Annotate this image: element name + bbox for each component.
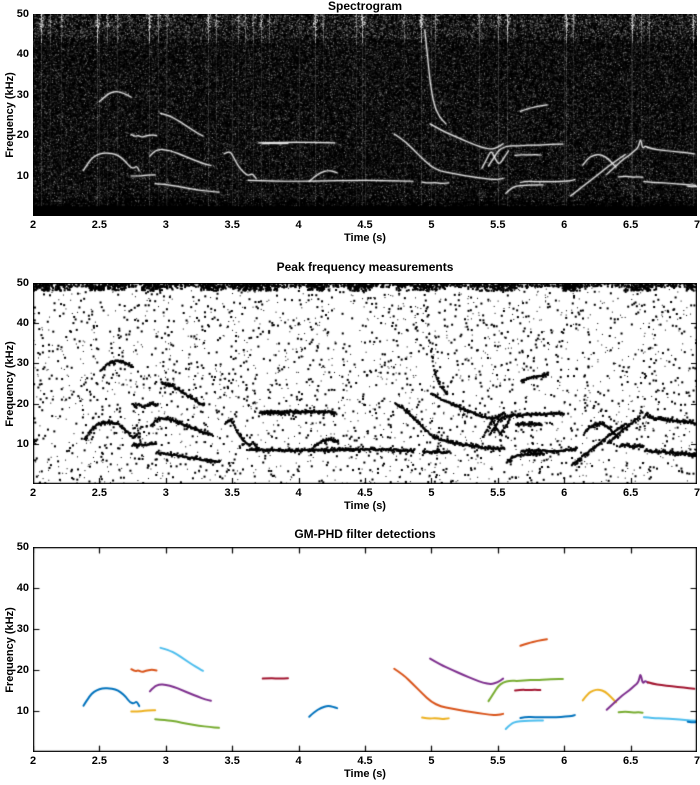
x-tick-label: 4 bbox=[295, 487, 302, 499]
y-tick-label: 30 bbox=[16, 357, 29, 370]
x-tick-label: 5.5 bbox=[490, 219, 506, 231]
y-tick-label: 50 bbox=[16, 277, 29, 289]
panel2-ylabel: Frequency (kHz) bbox=[4, 340, 16, 427]
x-tick-label: 6 bbox=[561, 487, 568, 499]
x-tick-label: 5 bbox=[428, 219, 435, 231]
x-tick-label: 3.5 bbox=[224, 219, 240, 231]
panel3-title: GM-PHD filter detections bbox=[294, 527, 436, 541]
x-tick-label: 2.5 bbox=[91, 219, 108, 231]
panel2-xlabel: Time (s) bbox=[344, 500, 386, 512]
y-tick-label: 40 bbox=[16, 582, 29, 594]
x-tick-label: 3 bbox=[162, 755, 169, 767]
panel1-ylabel: Frequency (kHz) bbox=[4, 72, 16, 158]
x-tick-label: 5 bbox=[428, 487, 435, 499]
x-tick-label: 7 bbox=[693, 487, 700, 499]
x-tick-label: 6 bbox=[561, 755, 568, 767]
x-tick-label: 6 bbox=[561, 219, 568, 231]
x-tick-label: 3.5 bbox=[224, 755, 240, 767]
y-tick-label: 10 bbox=[16, 169, 29, 182]
panel2-title: Peak frequency measurements bbox=[276, 260, 454, 274]
panel1-title: Spectrogram bbox=[327, 0, 403, 13]
x-tick-label: 3.5 bbox=[224, 487, 240, 499]
peak-measurements-plot bbox=[33, 283, 697, 484]
x-tick-label: 5 bbox=[428, 755, 435, 767]
x-tick-label: 2.5 bbox=[91, 487, 108, 499]
x-tick-label: 6.5 bbox=[622, 755, 639, 767]
y-tick-label: 10 bbox=[16, 705, 29, 717]
x-tick-label: 2 bbox=[29, 755, 37, 767]
x-tick-label: 2 bbox=[29, 219, 37, 231]
panel3-xlabel: Time (s) bbox=[344, 768, 386, 780]
gmphd-detections-plot bbox=[33, 547, 697, 752]
x-tick-label: 4.5 bbox=[357, 219, 373, 231]
x-tick-label: 7 bbox=[693, 219, 700, 231]
spectrogram-plot bbox=[33, 14, 697, 216]
y-tick-label: 20 bbox=[16, 664, 29, 676]
x-tick-label: 4 bbox=[295, 219, 302, 231]
y-tick-label: 30 bbox=[16, 88, 29, 101]
x-tick-label: 4.5 bbox=[357, 755, 373, 767]
y-tick-label: 10 bbox=[16, 437, 29, 450]
x-tick-label: 6.5 bbox=[622, 487, 639, 499]
y-tick-label: 40 bbox=[16, 48, 29, 61]
x-tick-label: 3 bbox=[162, 487, 169, 499]
x-tick-label: 4.5 bbox=[357, 487, 373, 499]
x-tick-label: 5.5 bbox=[490, 487, 506, 499]
x-tick-label: 3 bbox=[162, 219, 169, 231]
y-tick-label: 20 bbox=[16, 129, 29, 142]
x-tick-label: 2.5 bbox=[91, 755, 108, 767]
y-tick-label: 30 bbox=[16, 623, 29, 635]
y-tick-label: 50 bbox=[16, 541, 29, 553]
panel1-xlabel: Time (s) bbox=[344, 232, 386, 244]
x-tick-label: 4 bbox=[295, 755, 302, 767]
x-tick-label: 7 bbox=[693, 755, 700, 767]
x-tick-label: 2 bbox=[29, 487, 37, 499]
panel3-ylabel: Frequency (kHz) bbox=[4, 606, 16, 693]
y-tick-label: 50 bbox=[16, 8, 29, 20]
y-tick-label: 20 bbox=[16, 397, 29, 410]
y-tick-label: 40 bbox=[16, 317, 29, 330]
x-tick-label: 5.5 bbox=[490, 755, 506, 767]
x-tick-label: 6.5 bbox=[622, 219, 639, 231]
